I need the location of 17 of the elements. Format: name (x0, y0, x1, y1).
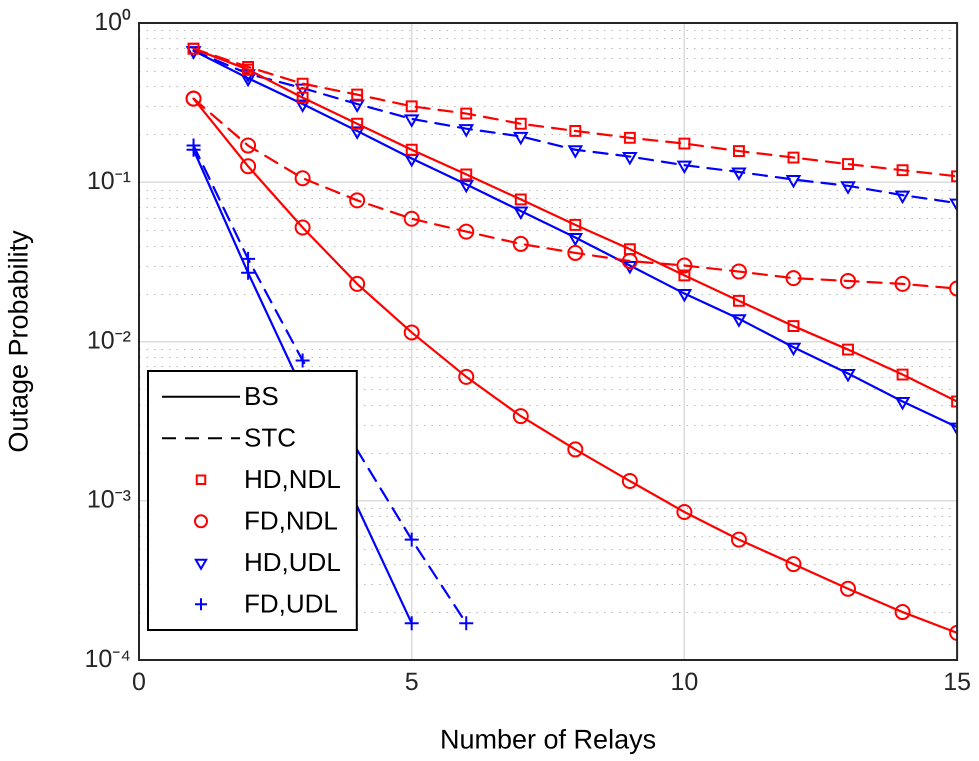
legend-label: HD,UDL (244, 546, 341, 577)
x-axis-title: Number of Relays (440, 724, 656, 754)
x-tick-label: 15 (943, 668, 971, 696)
x-tick-label: 0 (132, 668, 146, 696)
legend-label: FD,NDL (244, 505, 338, 536)
y-tick-label: 10⁰ (94, 8, 131, 36)
y-tick-label: 10⁻² (86, 326, 131, 354)
y-axis-title: Outage Probability (4, 230, 34, 453)
y-tick-label: 10⁻³ (86, 486, 131, 514)
x-tick-label: 10 (670, 668, 698, 696)
legend-label: HD,NDL (244, 464, 341, 494)
y-tick-label: 10⁻⁴ (84, 644, 131, 673)
legend-label: BS (244, 380, 279, 411)
legend-label: FD,UDL (244, 588, 338, 618)
x-tick-label: 5 (404, 668, 419, 696)
y-tick-label: 10⁻¹ (86, 167, 131, 196)
legend-label: STC (244, 422, 296, 452)
